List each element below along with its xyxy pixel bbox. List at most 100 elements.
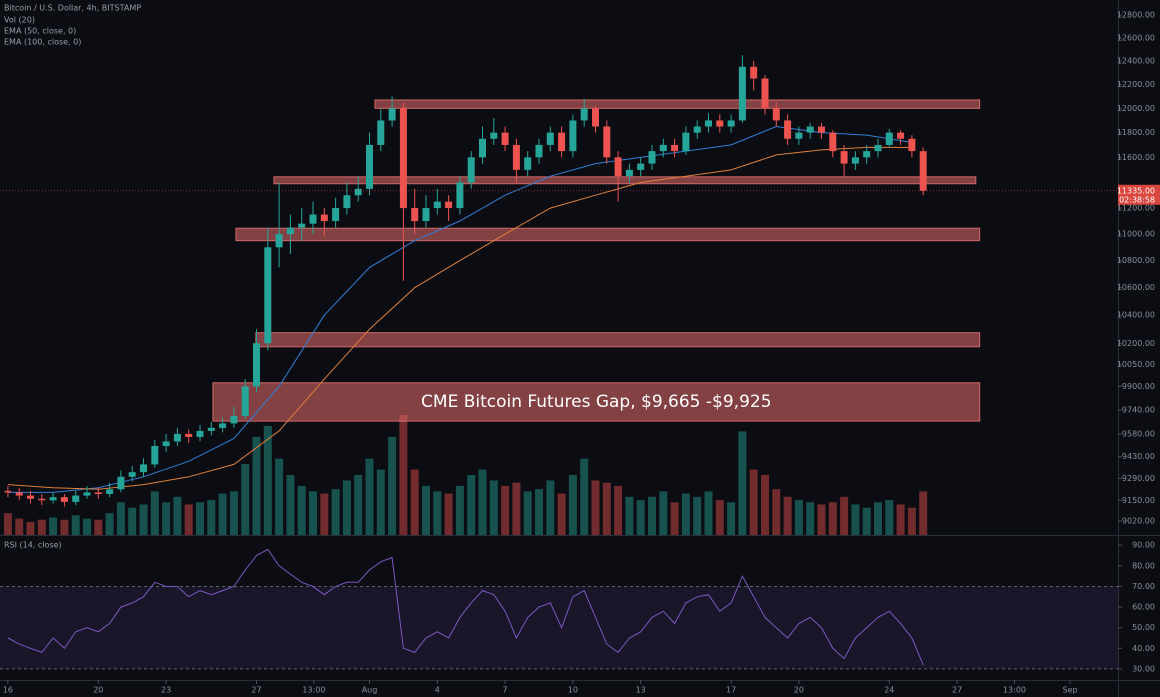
volume-bar	[94, 519, 103, 535]
volume-bar	[715, 500, 724, 535]
volume-bar	[523, 491, 532, 535]
candle-body	[840, 151, 848, 164]
volume-bar	[128, 507, 137, 535]
candle-body	[60, 497, 68, 502]
volume-bar	[806, 502, 815, 535]
x-tick-label: 20	[93, 686, 103, 695]
volume-bar	[501, 485, 510, 535]
candle-body	[388, 108, 396, 121]
volume-bar	[433, 491, 442, 535]
volume-bar	[659, 491, 668, 535]
candle-body	[716, 120, 724, 127]
volume-bar	[173, 496, 182, 535]
candle-body	[15, 492, 23, 496]
candle-body	[546, 132, 554, 145]
x-tick-label: 24	[884, 686, 894, 695]
volume-bar	[399, 415, 408, 535]
candle-body	[264, 247, 272, 344]
countdown-label: 02:38:58	[1119, 195, 1155, 204]
candle-body	[512, 144, 520, 170]
rsi-y-tick-label: 50.00	[1132, 623, 1155, 632]
rsi-band	[0, 586, 1118, 669]
candle-body	[4, 490, 12, 493]
candle-body	[219, 423, 227, 428]
volume-bar	[760, 475, 769, 535]
volume-bar	[546, 480, 555, 535]
candle-body	[309, 214, 317, 224]
y-tick-label: 12200.00	[1117, 80, 1155, 89]
candle-body	[558, 132, 566, 152]
candle-body	[399, 108, 407, 209]
candle-body	[422, 208, 430, 222]
volume-bar	[263, 425, 272, 535]
y-tick-label: 9290.00	[1122, 474, 1155, 483]
volume-bar	[37, 519, 46, 535]
candle-body	[738, 66, 746, 121]
volume-bar	[229, 491, 238, 535]
candle-body	[83, 492, 91, 496]
x-tick-label: Sep	[1063, 686, 1078, 695]
candle-body	[377, 120, 385, 145]
candle-body	[614, 157, 622, 177]
candle-body	[185, 433, 193, 437]
volume-bar	[116, 502, 125, 535]
indicator-label: Vol (20)	[4, 16, 35, 25]
volume-bar	[297, 485, 306, 535]
volume-bar	[772, 489, 781, 535]
volume-bar	[783, 496, 792, 535]
y-tick-label: 10600.00	[1117, 283, 1155, 292]
candle-body	[885, 132, 893, 145]
volume-bar	[591, 480, 600, 535]
volume-bar	[738, 431, 747, 535]
candle-body	[94, 492, 102, 494]
volume-bar	[851, 504, 860, 535]
y-tick-label: 12000.00	[1117, 104, 1155, 113]
x-tick-label: 7	[503, 686, 508, 695]
candle-body	[693, 126, 701, 133]
candle-body	[173, 433, 181, 442]
volume-bar	[794, 500, 803, 535]
candle-body	[366, 144, 374, 189]
x-tick-label: Aug	[362, 686, 378, 695]
y-tick-label: 11600.00	[1117, 153, 1155, 162]
volume-bar	[557, 493, 566, 535]
candle-body	[128, 472, 136, 477]
y-tick-label: 9430.00	[1122, 452, 1155, 461]
candle-body	[569, 120, 577, 152]
volume-bar	[218, 493, 227, 535]
candle-body	[817, 126, 825, 133]
y-tick-label: 10800.00	[1117, 256, 1155, 265]
y-tick-label: 10200.00	[1117, 339, 1155, 348]
candle-body	[207, 427, 215, 431]
volume-bar	[320, 493, 329, 535]
volume-bar	[647, 496, 656, 535]
candle-body	[275, 234, 283, 248]
volume-bar	[512, 482, 521, 535]
volume-bar	[15, 518, 24, 535]
volume-bar	[26, 521, 35, 535]
zone	[273, 176, 977, 185]
volume-bar	[184, 504, 193, 535]
candle-body	[490, 132, 498, 139]
candle-body	[784, 120, 792, 139]
volume-bar	[410, 469, 419, 535]
y-tick-label: 11800.00	[1117, 128, 1155, 137]
candle-body	[829, 132, 837, 152]
volume-bar	[286, 475, 295, 535]
x-tick-label: 13	[636, 686, 646, 695]
y-tick-label: 12600.00	[1117, 33, 1155, 42]
candle-body	[874, 144, 882, 152]
y-tick-label: 10050.00	[1117, 360, 1155, 369]
candle-body	[851, 157, 859, 164]
candle-body	[750, 66, 758, 79]
candle-body	[117, 476, 125, 490]
x-tick-label: 23	[161, 686, 171, 695]
volume-bar	[388, 436, 397, 535]
rsi-y-tick-label: 60.00	[1132, 603, 1155, 612]
candle-body	[27, 495, 35, 499]
volume-bar	[309, 491, 318, 535]
candle-body	[140, 464, 148, 473]
candle-body	[230, 415, 238, 424]
y-tick-label: 11000.00	[1117, 230, 1155, 239]
